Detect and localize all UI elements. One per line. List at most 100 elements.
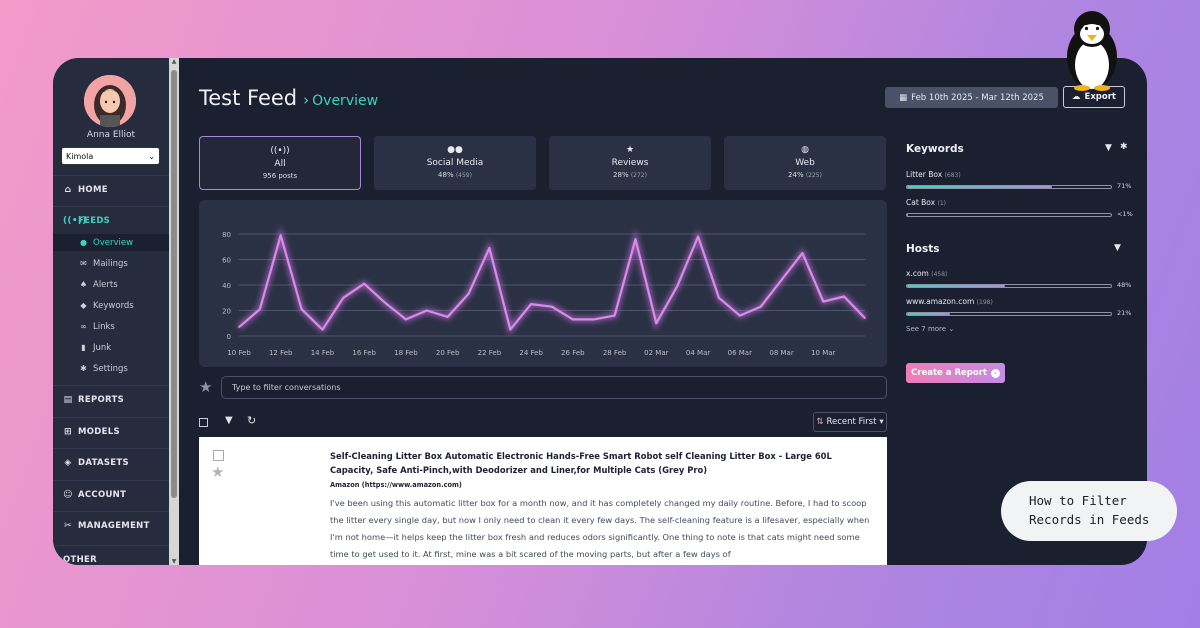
export-label: Export	[1084, 92, 1116, 102]
date-range-label: Feb 10th 2025 - Mar 12th 2025	[911, 92, 1044, 103]
nav-item-alerts[interactable]: ♠ Alerts	[53, 276, 169, 293]
x-tick-label: 10 Mar	[811, 349, 835, 357]
nav-item-label: Junk	[93, 342, 112, 353]
data-point	[467, 293, 470, 295]
stat-count: (225)	[805, 172, 822, 179]
x-tick-label: 08 Mar	[769, 349, 793, 357]
nav-item-junk[interactable]: ▮ Junk	[53, 339, 169, 356]
keyword-item[interactable]: Cat Box (1) <1%	[906, 198, 1133, 218]
nav-feeds[interactable]: ((•)) FEEDS	[53, 206, 169, 234]
nav-account[interactable]: ☺ ACCOUNT	[53, 480, 169, 508]
refresh-icon[interactable]: ↻	[247, 414, 257, 427]
scroll-up-icon[interactable]: ▲	[171, 58, 177, 65]
data-point	[342, 296, 345, 299]
filter-input[interactable]: Type to filter conversations	[221, 376, 887, 399]
data-point	[363, 282, 365, 285]
penguin-logo	[1067, 11, 1117, 91]
y-tick-label: 40	[222, 282, 231, 290]
trash-icon: ▮	[81, 343, 86, 352]
nav-item-links[interactable]: ∞ Links	[53, 318, 169, 335]
stat-value: 28%	[613, 171, 629, 179]
filter-icon[interactable]: ▼	[225, 415, 233, 426]
post-title[interactable]: Self-Cleaning Litter Box Automatic Elect…	[330, 451, 832, 475]
data-point	[822, 300, 825, 303]
keyword-item[interactable]: Litter Box (683) 71%	[906, 170, 1131, 190]
sidebar: Anna Elliot Kimola ⌄ ⌂ HOME ((•)) FEEDS …	[53, 58, 169, 565]
host-bar	[906, 284, 1112, 288]
date-range-button[interactable]: ▦ Feb 10th 2025 - Mar 12th 2025	[885, 87, 1058, 108]
nav-reports[interactable]: ▤ REPORTS	[53, 385, 169, 413]
x-tick-label: 24 Feb	[519, 349, 543, 357]
create-report-button[interactable]: Create a Report ›	[906, 363, 1005, 383]
sort-icon: ⇅	[816, 417, 824, 427]
gear-icon[interactable]: ✱	[1120, 142, 1128, 152]
chart-panel: 0 20 40 60 80 10 Feb 12 Feb 14 Feb 16 Feb 18 Feb 2…	[199, 200, 887, 367]
nav-models[interactable]: ⊞ MODELS	[53, 417, 169, 445]
x-tick-label: 28 Feb	[603, 349, 627, 357]
org-select-value: Kimola	[66, 151, 94, 161]
host-item[interactable]: www.amazon.com (198) 21%	[906, 297, 1131, 317]
line-chart: 0 20 40 60 80 10 Feb 12 Feb 14 Feb 16 Feb 18 Feb 2…	[222, 226, 867, 357]
data-point	[739, 314, 741, 317]
data-point	[843, 295, 845, 298]
stat-label: Reviews	[611, 158, 649, 168]
post-checkbox[interactable]	[213, 450, 224, 461]
nav-item-label: Settings	[93, 363, 128, 374]
star-icon[interactable]: ★	[211, 463, 225, 481]
sort-dropdown[interactable]: ⇅ Recent First ▾	[813, 412, 887, 432]
x-tick-label: 04 Mar	[686, 349, 710, 357]
host-count: (458)	[931, 271, 948, 278]
data-point	[676, 285, 678, 288]
x-tick-label: 14 Feb	[311, 349, 335, 357]
filter-icon[interactable]: ▼	[1114, 243, 1121, 253]
see-more-link[interactable]: See 7 more ⌄	[906, 325, 954, 333]
data-point	[488, 247, 491, 249]
data-point	[697, 235, 699, 238]
see-more-label: See 7 more	[906, 325, 947, 333]
x-tick-label: 22 Feb	[478, 349, 502, 357]
nav-item-settings[interactable]: ✱ Settings	[53, 360, 169, 377]
nav-management[interactable]: ✂ MANAGEMENT	[53, 511, 169, 539]
stat-card-social-media[interactable]: ●● Social Media 48% (459)	[374, 136, 536, 190]
post-source[interactable]: Amazon (https://www.amazon.com)	[330, 481, 462, 489]
nav-home[interactable]: ⌂ HOME	[53, 175, 169, 203]
data-point	[634, 238, 637, 240]
create-report-label: Create a Report	[911, 368, 987, 378]
nav-datasets-label: DATASETS	[78, 457, 129, 468]
nav-item-keywords[interactable]: ◆ Keywords	[53, 297, 169, 314]
y-tick-label: 20	[222, 308, 231, 316]
host-bar-fill	[907, 285, 1005, 287]
broadcast-icon: ((•))	[270, 146, 290, 156]
sidebar-scrollbar[interactable]: ▲ ▼	[169, 58, 179, 565]
filter-icon[interactable]: ▼	[1105, 143, 1112, 153]
breadcrumb[interactable]: Overview	[312, 93, 379, 109]
nav-item-overview[interactable]: ● Overview	[53, 234, 169, 251]
chevron-down-icon: ⌄	[148, 151, 155, 161]
stat-card-all[interactable]: ((•)) All 956 posts	[199, 136, 361, 190]
stat-value: 48%	[438, 171, 454, 179]
data-point	[384, 302, 386, 304]
gear-icon: ✱	[80, 364, 87, 373]
org-select[interactable]: Kimola ⌄	[61, 147, 160, 165]
nav-other[interactable]: OTHER	[53, 545, 169, 565]
keyword-count: (1)	[937, 200, 947, 207]
host-item[interactable]: x.com (458) 48%	[906, 269, 1131, 289]
stat-card-web[interactable]: ◍ Web 24% (225)	[724, 136, 886, 190]
data-point	[655, 322, 658, 325]
star-icon[interactable]: ★	[199, 378, 213, 396]
nav-item-mailings[interactable]: ✉ Mailings	[53, 255, 169, 272]
data-point	[279, 234, 282, 237]
x-tick-label: 10 Feb	[227, 349, 251, 357]
nav-datasets[interactable]: ◈ DATASETS	[53, 448, 169, 476]
avatar[interactable]	[84, 75, 136, 127]
stat-card-reviews[interactable]: ★ Reviews 28% (272)	[549, 136, 711, 190]
scrollbar-thumb[interactable]	[171, 70, 177, 498]
scroll-down-icon[interactable]: ▼	[171, 558, 177, 565]
select-all-checkbox[interactable]	[199, 418, 208, 427]
data-point	[509, 328, 512, 331]
stat-value: 24%	[788, 171, 804, 179]
keyword-bar-fill	[907, 186, 1052, 188]
nav-reports-label: REPORTS	[78, 394, 124, 405]
y-tick-label: 80	[222, 231, 231, 239]
post-card: ★ Self-Cleaning Litter Box Automatic Ele…	[199, 437, 887, 565]
